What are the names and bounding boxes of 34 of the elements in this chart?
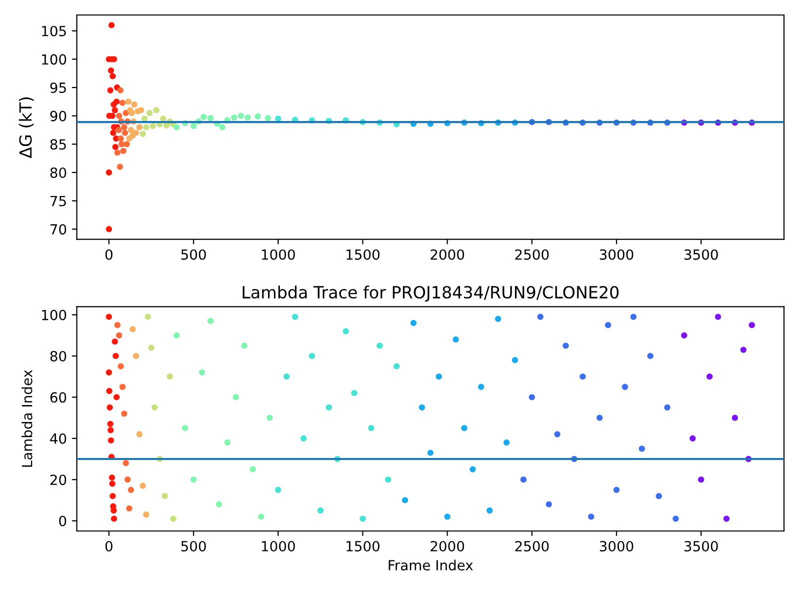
y-tick-label: 100 [42, 310, 66, 320]
y-axis-title: Lambda Index [22, 370, 32, 467]
x-tick-label: 0 [105, 540, 112, 552]
x-tick-label: 1000 [262, 540, 295, 552]
x-tick-label: 2000 [430, 540, 464, 552]
x-tick-label: 1500 [346, 540, 380, 552]
y-tick-label: 0 [59, 516, 66, 526]
x-tick-label: 1500 [346, 249, 380, 260]
x-tick-label: 2000 [430, 249, 464, 260]
chart-title: Lambda Trace for PROJ18434/RUN9/CLONE20 [242, 286, 619, 302]
y-tick-label: 75 [50, 196, 66, 206]
y-tick-label: 85 [50, 139, 66, 150]
y-tick-label: 100 [42, 54, 66, 65]
x-tick-label: 2500 [515, 540, 549, 552]
x-tick-label: 2500 [515, 249, 549, 260]
x-tick-label: 500 [181, 249, 206, 260]
y-tick-label: 105 [42, 26, 66, 36]
y-tick-label: 40 [50, 433, 66, 444]
y-tick-label: 20 [50, 474, 66, 486]
x-axis-title: Frame Index [388, 560, 473, 570]
x-tick-label: 3500 [684, 249, 718, 260]
y-tick-label: 90 [50, 110, 66, 122]
y-tick-label: 95 [50, 82, 66, 93]
y-axis-title: ΔG (kT) [18, 97, 34, 158]
x-tick-label: 3000 [600, 249, 634, 260]
y-tick-label: 80 [50, 350, 66, 362]
x-tick-label: 3500 [684, 540, 718, 552]
y-tick-label: 80 [50, 167, 66, 178]
x-tick-label: 3000 [600, 540, 634, 552]
x-tick-label: 1000 [262, 249, 295, 260]
x-tick-label: 500 [181, 540, 206, 552]
y-tick-label: 70 [50, 224, 66, 235]
x-tick-label: 0 [105, 249, 112, 260]
y-tick-label: 60 [50, 392, 66, 403]
